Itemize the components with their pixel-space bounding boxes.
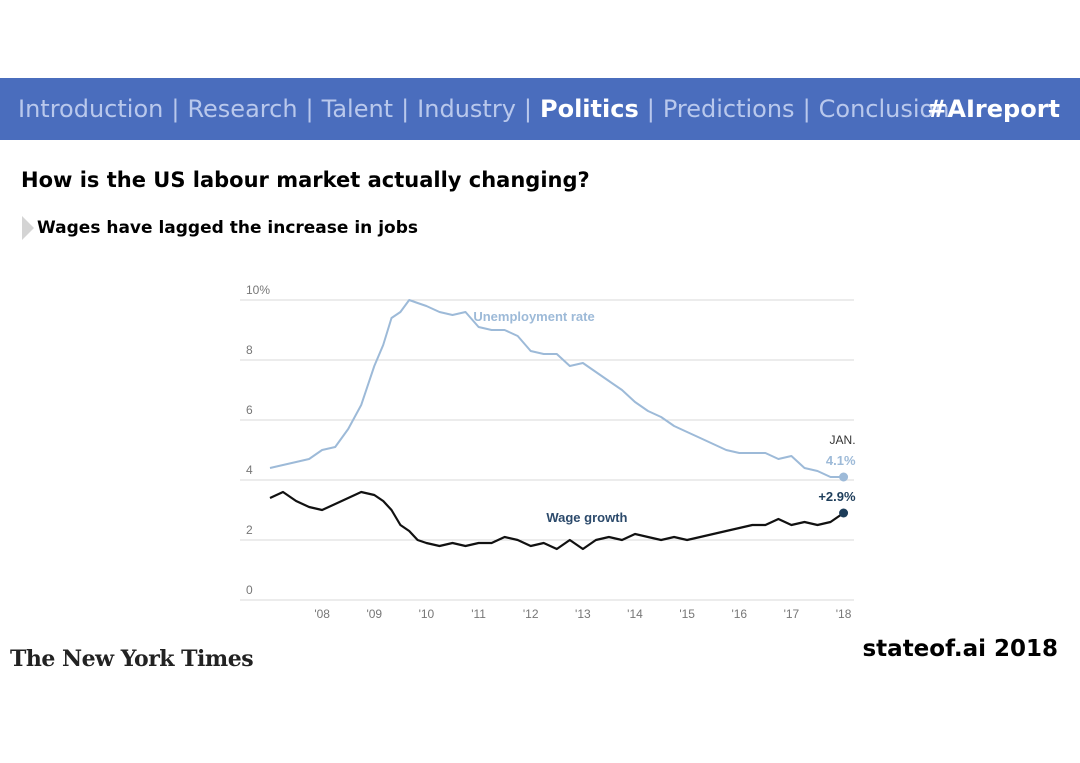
hashtag-label: #AIreport (927, 95, 1060, 123)
nav-item-politics[interactable]: Politics (539, 95, 639, 123)
y-tick-label: 8 (246, 343, 253, 357)
nav-separator: | (305, 95, 314, 123)
y-tick-label: 10% (246, 283, 270, 297)
nav-item-predictions[interactable]: Predictions (662, 95, 795, 123)
series-endpoint-wage-growth (839, 508, 849, 518)
chart-annotation: Unemployment rate (473, 309, 594, 324)
nav-item-industry[interactable]: Industry (417, 95, 516, 123)
x-tick-label: '13 (575, 607, 591, 621)
bullet-point: Wages have lagged the increase in jobs (22, 216, 418, 240)
x-tick-label: '17 (784, 607, 800, 621)
slide-title: How is the US labour market actually cha… (21, 168, 590, 192)
series-line-wage-growth (269, 490, 845, 551)
x-tick-label: '10 (419, 607, 435, 621)
y-tick-label: 2 (246, 523, 253, 537)
chart-annotation: 4.1% (826, 453, 856, 468)
top-nav-bar: Introduction | Research | Talent | Industry | Po… (0, 78, 1080, 140)
x-tick-label: '08 (314, 607, 330, 621)
x-tick-label: '18 (836, 607, 852, 621)
y-tick-label: 4 (246, 463, 253, 477)
nyt-logo: The New York Times (10, 646, 254, 672)
nav-item-introduction[interactable]: Introduction (18, 95, 164, 123)
nav-separator: | (523, 95, 532, 123)
chart-annotation: +2.9% (818, 489, 856, 504)
nav-item-conclusion[interactable]: Conclusion (818, 95, 950, 123)
chart-annotation: Wage growth (546, 510, 627, 525)
nav-items: Introduction | Research | Talent | Industry | Po… (18, 78, 949, 140)
y-tick-label: 0 (246, 583, 253, 597)
nav-item-research[interactable]: Research (187, 95, 298, 123)
x-tick-label: '14 (627, 607, 643, 621)
bullet-arrow-icon (22, 216, 34, 240)
series-line-unemployment-rate (269, 299, 844, 478)
x-tick-label: '11 (471, 607, 486, 621)
y-tick-label: 6 (246, 403, 253, 417)
bullet-text: Wages have lagged the increase in jobs (37, 218, 418, 238)
brand-label: stateof.ai 2018 (862, 636, 1058, 662)
chart-container: 10% 8 6 4 2 0 '08 '09 '10 '11 '12 '13 '14 '15 '16 '17 '1… (240, 275, 860, 625)
line-chart: 10% 8 6 4 2 0 '08 '09 '10 '11 '12 '13 '14 '15 '16 '17 '1… (240, 283, 856, 621)
nav-item-talent[interactable]: Talent (321, 95, 394, 123)
nav-separator: | (802, 95, 811, 123)
nav-separator: | (401, 95, 410, 123)
x-tick-label: '15 (679, 607, 695, 621)
nav-separator: | (171, 95, 180, 123)
series-endpoint-unemployment-rate (839, 472, 849, 482)
nav-separator: | (646, 95, 655, 123)
chart-annotation: JAN. (830, 433, 856, 447)
x-tick-label: '09 (366, 607, 382, 621)
x-tick-label: '16 (731, 607, 747, 621)
x-tick-label: '12 (523, 607, 539, 621)
